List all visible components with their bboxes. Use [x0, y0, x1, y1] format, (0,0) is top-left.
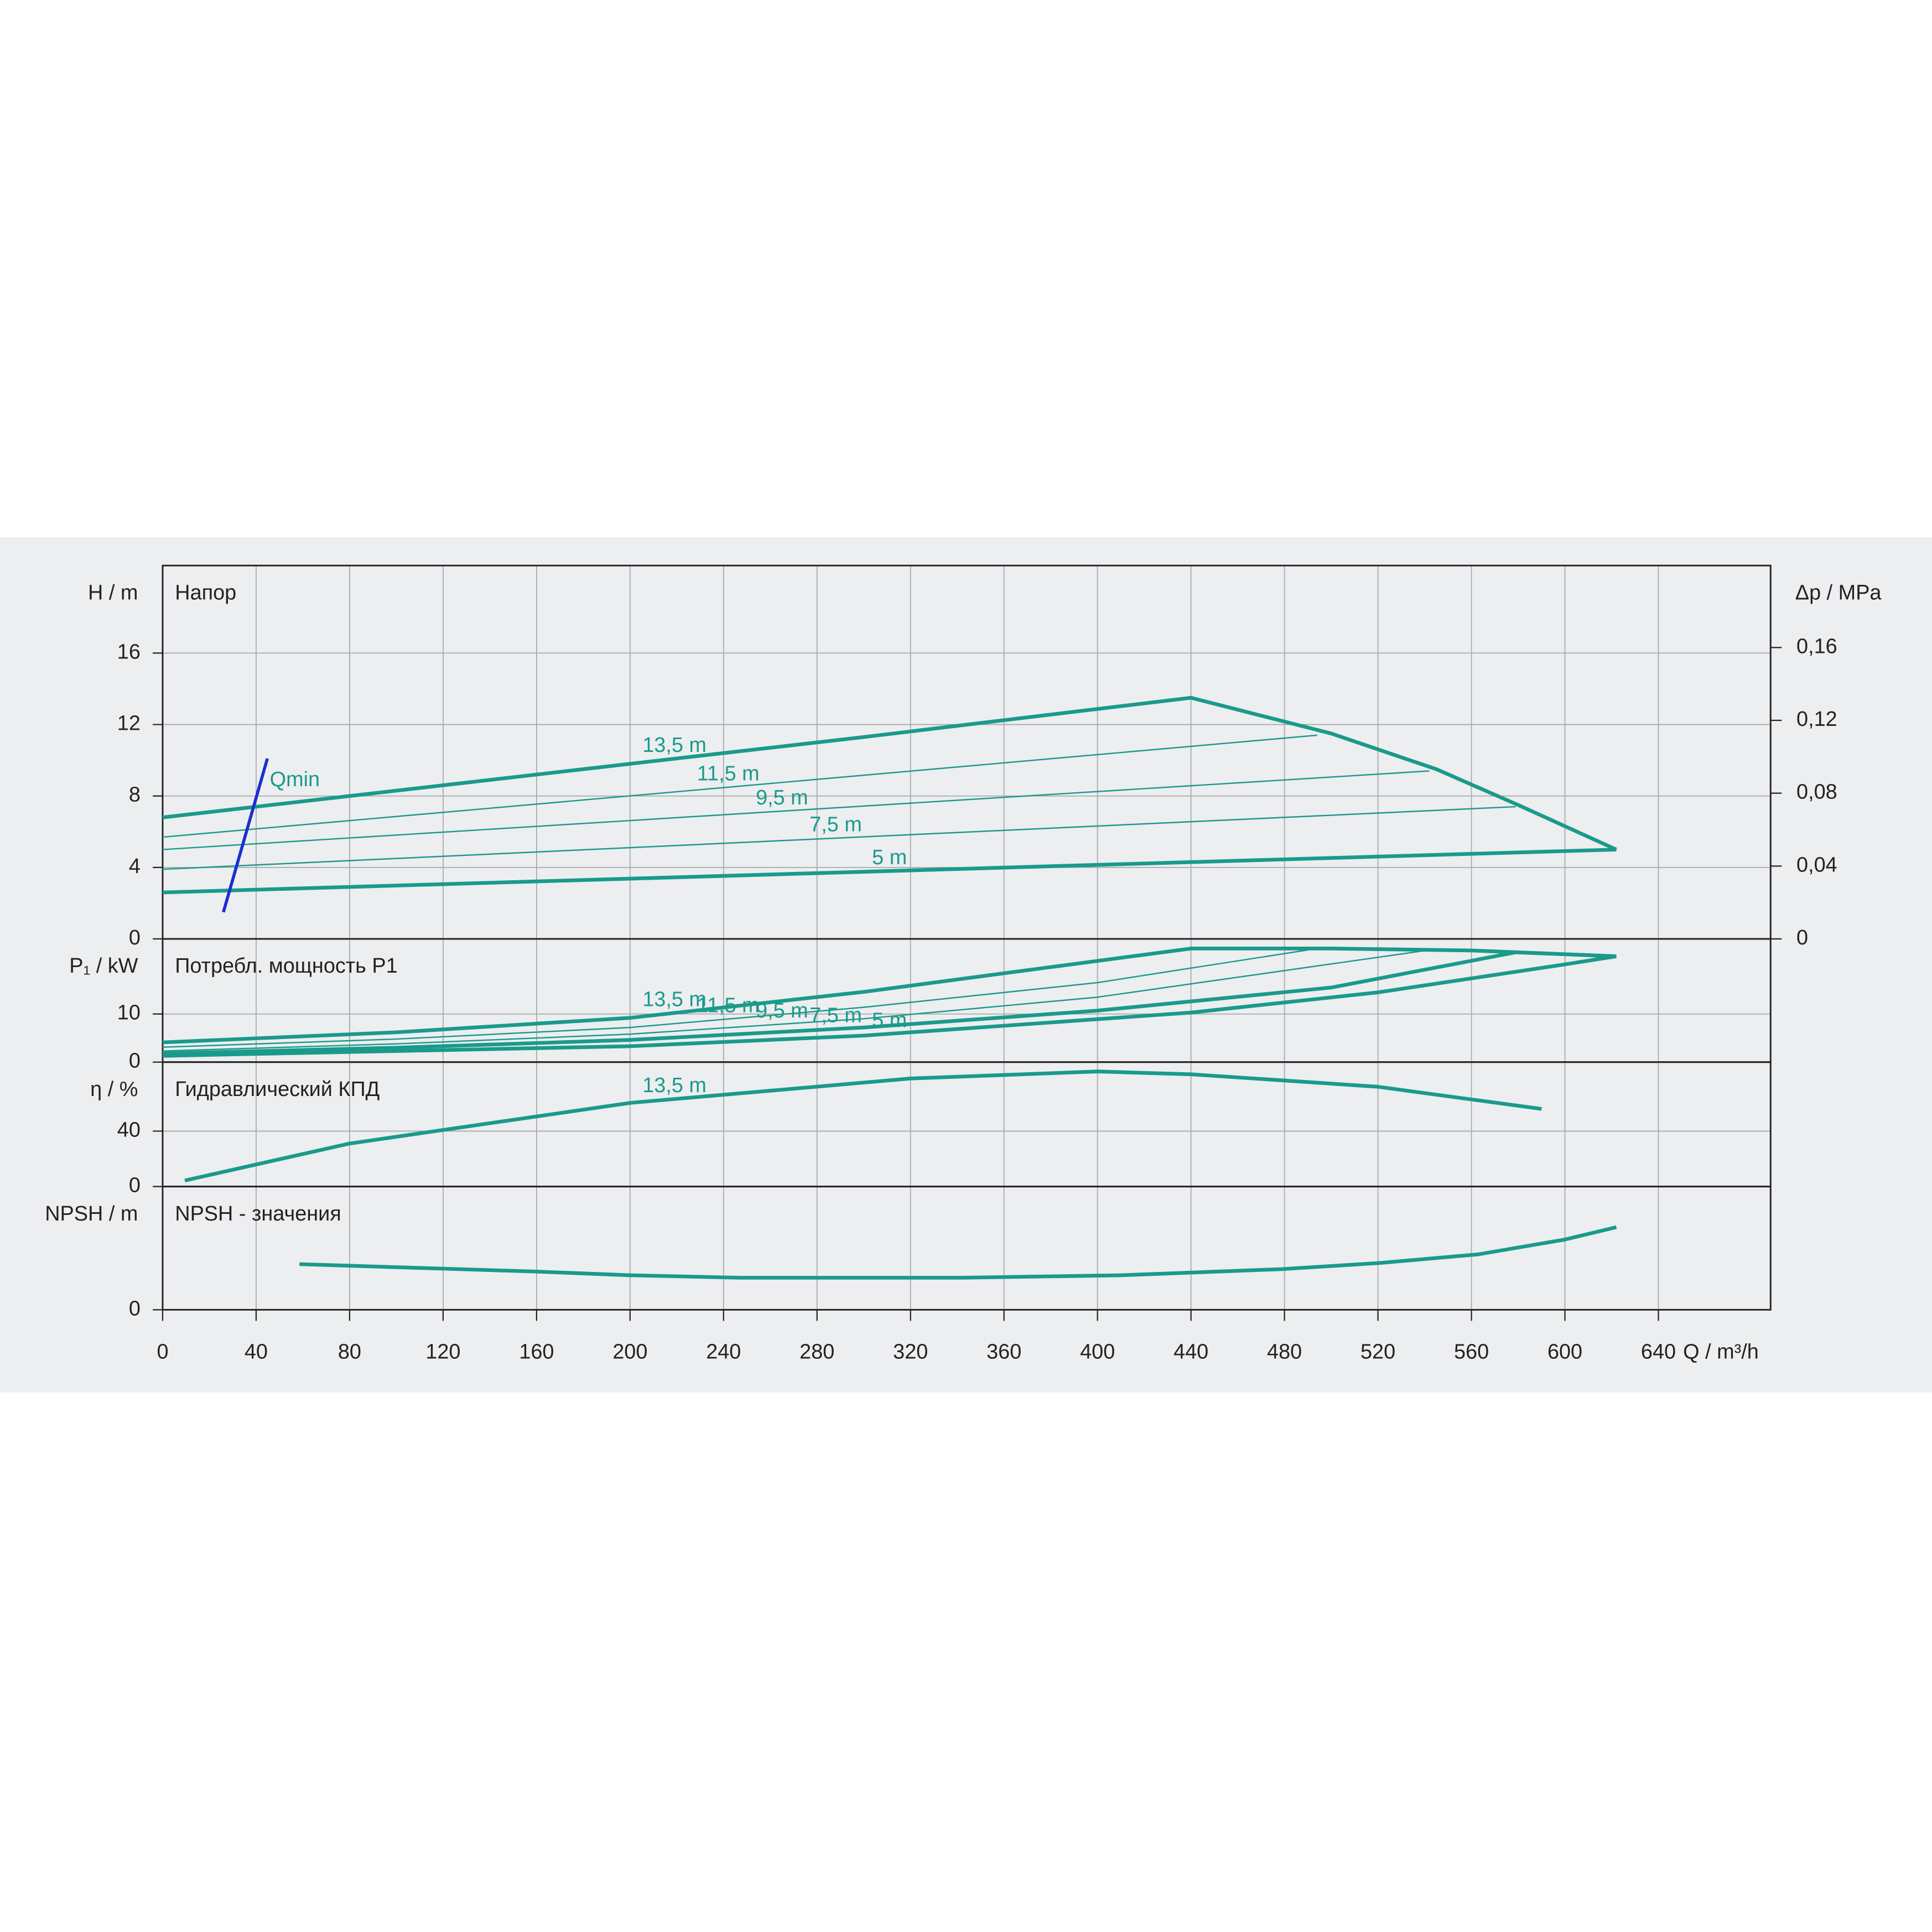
- x-tick-label: 200: [612, 1340, 647, 1363]
- x-tick-label: 520: [1360, 1340, 1395, 1363]
- y-axis-label: NPSH / m: [45, 1202, 138, 1225]
- curve-label: 5 m: [872, 1009, 907, 1032]
- curve: [299, 1225, 1617, 1280]
- curve-label: 11,5 m: [697, 762, 760, 786]
- y2-tick-label: 0,08: [1796, 781, 1837, 804]
- y-axis-label: η / %: [90, 1078, 138, 1101]
- x-tick-label: 640: [1641, 1340, 1676, 1363]
- y-tick-label: 16: [117, 640, 141, 663]
- y-tick-label: 4: [129, 855, 141, 878]
- curve-label: 7,5 m: [809, 1004, 862, 1027]
- y-tick-label: 0: [129, 1297, 141, 1320]
- y2-tick-label: 0,04: [1796, 853, 1837, 876]
- y-tick-label: 12: [117, 712, 141, 735]
- curve-label: 9,5 m: [756, 786, 808, 809]
- panel-title: NPSH - значения: [175, 1202, 341, 1225]
- curve: [162, 695, 1617, 851]
- curve-label: 5 m: [872, 846, 907, 869]
- y-tick-label: 8: [129, 783, 141, 807]
- curve-label: Qmin: [270, 768, 320, 791]
- y-axis-label: H / m: [88, 581, 138, 604]
- curve-label: 13,5 m: [642, 988, 707, 1011]
- curve: [162, 954, 1617, 1058]
- y-tick-label: 0: [129, 1174, 141, 1197]
- curve: [162, 949, 1617, 1052]
- panel-frame: [162, 1186, 1772, 1311]
- x-axis-label: Q / m³/h: [1683, 1340, 1759, 1363]
- x-tick-label: 560: [1454, 1340, 1489, 1363]
- curve: [184, 1069, 1542, 1182]
- y2-axis-label: Δp / MPa: [1795, 581, 1882, 604]
- x-tick-label: 40: [245, 1340, 268, 1363]
- y-tick-label: 0: [129, 926, 141, 949]
- y2-tick-label: 0,12: [1796, 708, 1837, 731]
- x-tick-label: 320: [893, 1340, 928, 1363]
- x-tick-label: 440: [1173, 1340, 1208, 1363]
- x-tick-label: 120: [425, 1340, 460, 1363]
- curve-label: 7,5 m: [809, 813, 862, 837]
- curve-label: 9,5 m: [756, 999, 808, 1022]
- x-tick-label: 240: [706, 1340, 741, 1363]
- x-tick-label: 80: [338, 1340, 361, 1363]
- y2-tick-label: 0: [1796, 926, 1808, 949]
- curve: [162, 770, 1430, 850]
- y-tick-label: 10: [117, 1001, 141, 1025]
- chart-background: [0, 537, 1932, 1393]
- curve: [222, 758, 269, 913]
- panel-title: Гидравлический КПД: [175, 1078, 380, 1101]
- curve: [162, 734, 1317, 838]
- y2-tick-label: 0,16: [1796, 635, 1837, 658]
- y-tick-label: 0: [129, 1050, 141, 1073]
- x-tick-label: 480: [1267, 1340, 1302, 1363]
- x-tick-label: 0: [157, 1340, 168, 1363]
- x-tick-label: 280: [799, 1340, 834, 1363]
- x-tick-label: 400: [1080, 1340, 1115, 1363]
- curve: [162, 806, 1516, 870]
- x-tick-label: 600: [1547, 1340, 1582, 1363]
- x-tick-label: 160: [519, 1340, 554, 1363]
- curve-label: 13,5 m: [642, 1074, 707, 1097]
- panel-title: Напор: [175, 581, 236, 604]
- curve-label: 11,5 m: [697, 994, 760, 1017]
- x-tick-label: 360: [986, 1340, 1021, 1363]
- curve: [162, 848, 1617, 895]
- panel-title: Потребл. мощность P1: [175, 954, 397, 978]
- y-axis-label: P₁ / kW: [69, 954, 138, 978]
- curve-label: 13,5 m: [642, 734, 707, 757]
- y-tick-label: 40: [117, 1118, 141, 1141]
- curve: [162, 950, 1617, 1056]
